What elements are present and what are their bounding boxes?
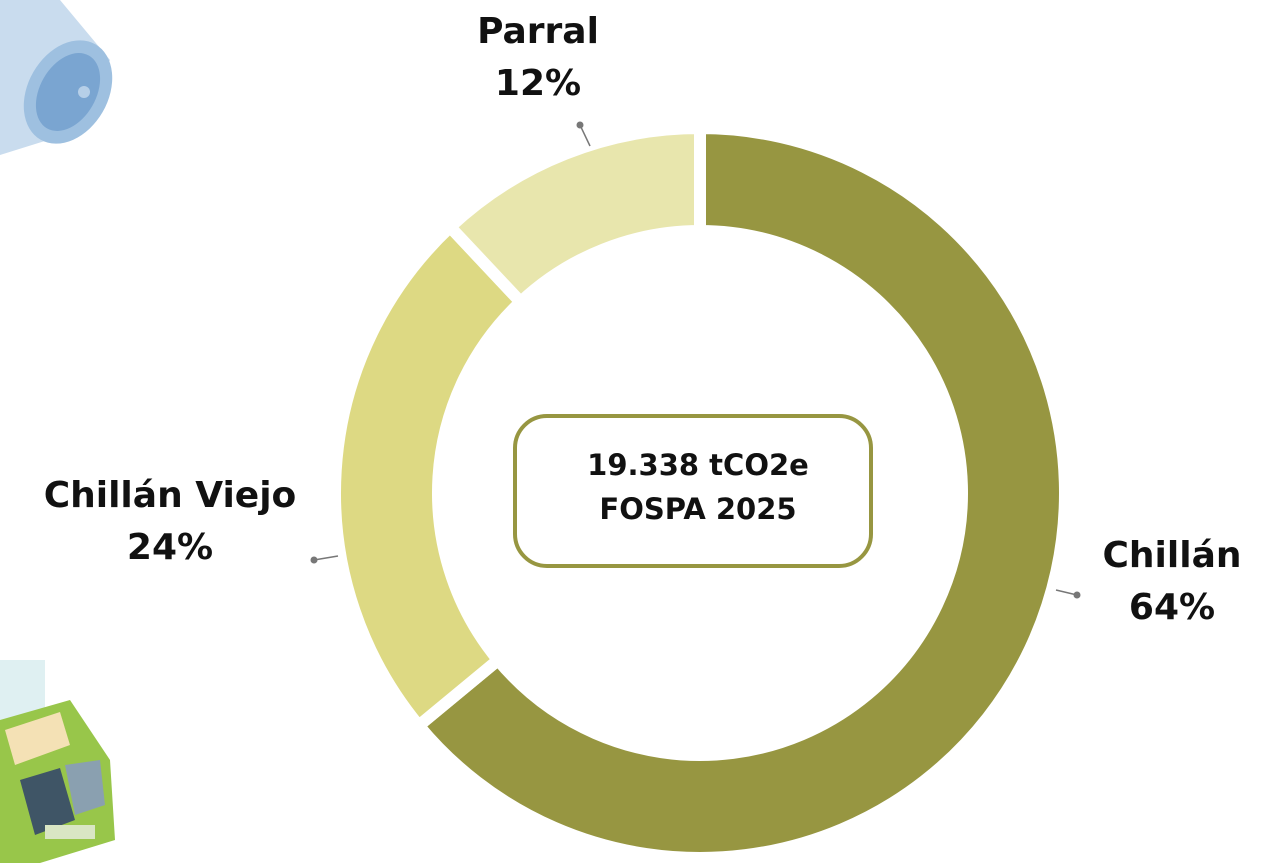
center-box (513, 414, 873, 568)
leader-dot (576, 121, 584, 129)
slice-label-name: Chillán Viejo (44, 475, 297, 516)
slice-label-value: 12% (495, 63, 581, 104)
slice-label-name: Chillán (1103, 535, 1242, 576)
leader-line (579, 124, 591, 147)
slice-label-name: Parral (477, 11, 599, 52)
donut-segment (329, 218, 530, 735)
donut-segment (441, 121, 706, 311)
leader-line (313, 555, 339, 561)
center-text: FOSPA 2025 (599, 492, 796, 526)
leader-dot (310, 556, 318, 564)
leader-dot (1073, 591, 1081, 599)
decoration-truck (0, 660, 115, 863)
slice-label-value: 24% (127, 527, 213, 568)
donut-segment (410, 121, 1071, 863)
decoration-tank (0, 0, 113, 155)
slice-label-value: 64% (1129, 587, 1215, 628)
leader-line (1055, 589, 1078, 596)
center-text: 19.338 tCO2e (587, 448, 809, 482)
labels: Chillán 64% Chillán Viejo 24% Parral 12% (44, 11, 1242, 628)
donut (329, 121, 1071, 863)
